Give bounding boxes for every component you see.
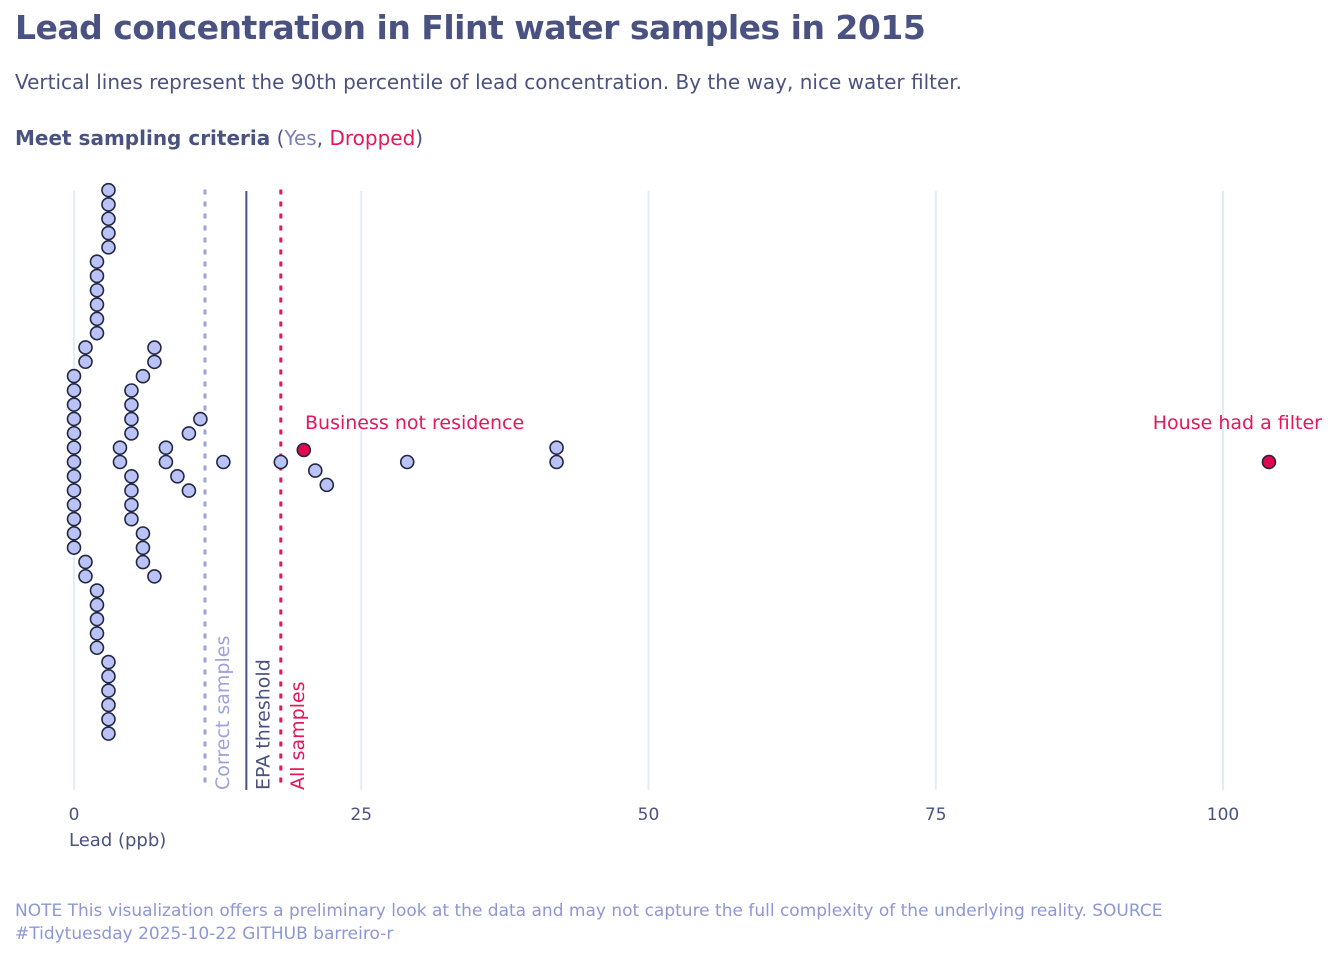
yes-point-32	[101, 240, 116, 255]
data-points	[66, 182, 1277, 741]
yes-point-59	[181, 426, 197, 441]
yes-point-15	[78, 554, 93, 570]
yes-point-31	[101, 225, 116, 241]
yes-point-11	[66, 526, 82, 541]
yes-point-57	[158, 454, 174, 470]
annotation-business: Business not residence	[305, 412, 524, 434]
x-tick-label-25: 25	[350, 805, 372, 825]
yes-point-4	[66, 425, 82, 441]
yes-point-5	[66, 440, 82, 455]
yes-point-50	[135, 526, 151, 541]
refline-label-all-samples: All samples	[287, 681, 309, 790]
yes-point-35	[101, 683, 116, 698]
legend-open: (	[270, 126, 285, 150]
yes-point-23	[89, 583, 105, 598]
yes-point-7	[66, 468, 82, 484]
yes-point-19	[89, 282, 105, 298]
legend-close: )	[415, 126, 424, 150]
yes-point-53	[147, 340, 162, 355]
yes-point-29	[101, 197, 116, 212]
yes-point-26	[89, 626, 105, 641]
dropped-point-1	[1261, 454, 1277, 470]
yes-point-8	[66, 483, 82, 498]
yes-point-24	[89, 597, 105, 613]
yes-point-60	[181, 483, 197, 498]
yes-point-56	[158, 440, 174, 456]
yes-point-62	[216, 454, 231, 470]
yes-point-43	[124, 411, 139, 427]
legend-label: Meet sampling criteria	[15, 126, 271, 150]
dropped-point-0	[296, 442, 312, 458]
yes-point-1	[66, 383, 82, 398]
yes-point-47	[124, 497, 139, 513]
yes-point-67	[549, 440, 564, 456]
annotation-filter: House had a filter	[1153, 412, 1322, 434]
yes-point-64	[307, 463, 323, 478]
yes-point-6	[66, 454, 82, 470]
yes-point-27	[89, 640, 105, 656]
yes-point-51	[135, 540, 151, 556]
yes-point-20	[89, 297, 105, 312]
yes-point-40	[112, 454, 128, 470]
yes-point-42	[124, 397, 139, 413]
yes-point-17	[89, 254, 105, 269]
yes-point-0	[66, 368, 82, 384]
yes-point-34	[101, 669, 116, 684]
yes-point-39	[112, 440, 128, 456]
yes-point-3	[66, 411, 82, 427]
chart-title: Lead concentration in Flint water sample…	[15, 8, 926, 47]
yes-point-61	[193, 411, 208, 427]
reference-lines: Correct samples EPA threshold All samples	[203, 189, 309, 792]
yes-point-9	[66, 497, 82, 513]
yes-point-25	[89, 611, 105, 627]
x-tick-label-0: 0	[69, 805, 80, 825]
yes-point-33	[101, 654, 116, 670]
yes-point-45	[124, 468, 139, 484]
yes-point-10	[66, 511, 82, 527]
yes-point-30	[101, 211, 116, 227]
yes-point-2	[66, 397, 82, 412]
yes-point-38	[101, 726, 116, 741]
yes-point-12	[66, 540, 82, 555]
yes-point-66	[399, 454, 415, 470]
x-axis-label: Lead (ppb)	[69, 830, 166, 851]
x-axis-ticks: 0 25 50 75 100	[69, 805, 1240, 825]
yes-point-18	[89, 268, 105, 284]
yes-point-22	[89, 325, 105, 341]
legend-sep: ,	[316, 126, 330, 150]
yes-point-46	[124, 483, 139, 498]
caption: NOTE This visualization offers a prelimi…	[15, 901, 1163, 944]
yes-point-44	[124, 426, 139, 441]
yes-point-48	[124, 511, 139, 527]
legend-yes: Yes	[284, 126, 317, 150]
x-tick-label-100: 100	[1207, 805, 1239, 825]
yes-point-36	[101, 697, 116, 713]
yes-point-37	[101, 711, 116, 727]
yes-point-68	[549, 454, 564, 470]
yes-point-65	[319, 477, 335, 493]
chart-subtitle: Vertical lines represent the 90th percen…	[15, 70, 963, 94]
yes-point-49	[135, 368, 151, 384]
yes-point-16	[78, 568, 93, 584]
x-tick-label-50: 50	[638, 805, 660, 825]
refline-label-correct-samples: Correct samples	[212, 636, 234, 790]
legend: Meet sampling criteria (Yes, Dropped)	[15, 126, 423, 150]
yes-point-14	[78, 354, 93, 370]
refline-label-epa-threshold: EPA threshold	[252, 659, 274, 790]
legend-dropped: Dropped	[329, 126, 416, 150]
yes-point-63	[273, 454, 289, 470]
yes-point-52	[135, 554, 151, 570]
yes-point-21	[89, 311, 105, 327]
yes-point-55	[147, 569, 162, 584]
yes-point-28	[101, 182, 116, 198]
x-tick-label-75: 75	[925, 805, 947, 825]
yes-point-58	[170, 468, 185, 484]
yes-point-13	[78, 340, 93, 355]
yes-point-54	[147, 354, 162, 370]
yes-point-41	[124, 383, 139, 398]
